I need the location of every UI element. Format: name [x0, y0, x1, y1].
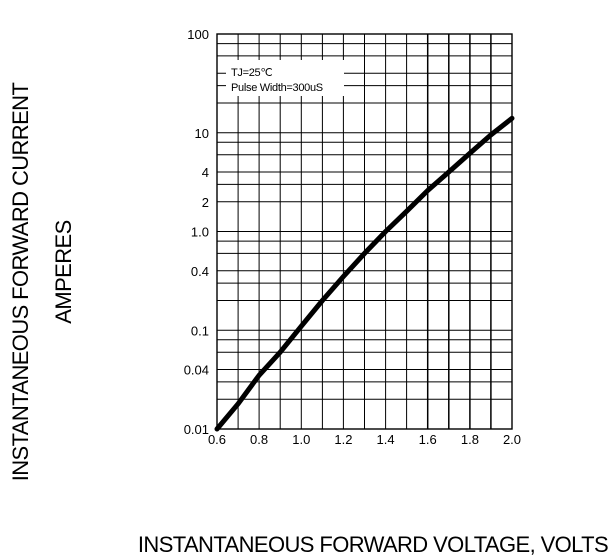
annotation-temperature: TJ=25℃ [231, 67, 272, 79]
y-tick-label: 1.0 [191, 225, 209, 240]
grid [217, 34, 512, 429]
x-tick-labels: 0.6 0.8 1.0 1.2 1.4 1.6 1.8 2.0 [208, 432, 521, 447]
x-tick-label: 2.0 [503, 432, 521, 447]
y-axis-title-line1: INSTANTANEOUS FORWARD CURRENT [8, 83, 33, 482]
y-tick-label: 0.1 [191, 323, 209, 338]
x-tick-label: 1.8 [461, 432, 479, 447]
annotation-box [226, 60, 344, 96]
y-tick-label: 4 [202, 165, 209, 180]
x-tick-label: 1.6 [419, 432, 437, 447]
y-tick-labels: 100 10 4 2 1.0 0.4 0.1 0.04 0.01 [184, 27, 209, 437]
y-tick-label: 0.4 [191, 264, 209, 279]
y-tick-label: 2 [202, 195, 209, 210]
y-tick-label: 0.04 [184, 363, 209, 378]
y-tick-label: 0.01 [184, 422, 209, 437]
x-tick-label: 1.2 [334, 432, 352, 447]
x-axis-title: INSTANTANEOUS FORWARD VOLTAGE, VOLTS [138, 532, 608, 557]
y-tick-label: 100 [187, 27, 209, 42]
x-tick-label: 0.8 [250, 432, 268, 447]
annotation-pulse-width: Pulse Width=300uS [231, 82, 323, 94]
series-line [214, 115, 515, 432]
y-tick-label: 10 [195, 126, 209, 141]
x-tick-label: 1.0 [292, 432, 310, 447]
plot-frame [216, 33, 513, 430]
x-tick-label: 0.6 [208, 432, 226, 447]
y-axis-title-line2: AMPERES [51, 220, 76, 323]
x-tick-label: 1.4 [377, 432, 395, 447]
